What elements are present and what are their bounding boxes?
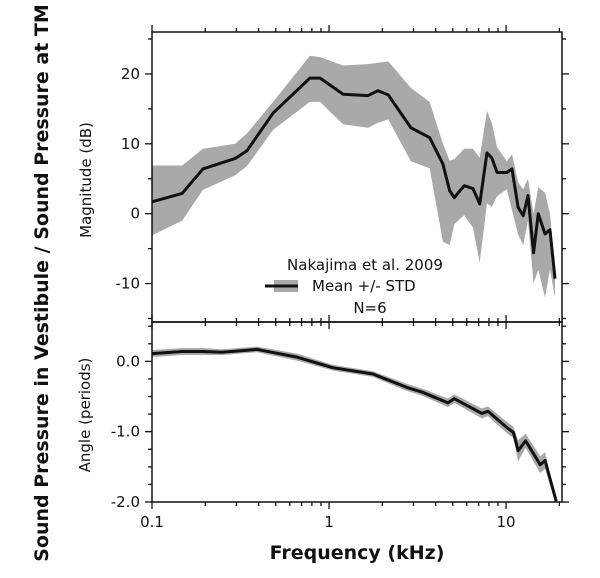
mean-line-magnitude (151, 76, 557, 279)
y-tick-label: -1.0 (111, 423, 140, 441)
y-tick-label: 20 (121, 65, 140, 83)
x-tick-label: 10 (497, 513, 516, 531)
x-axis-label: Frequency (kHz) (270, 542, 445, 564)
x-tick-label: 1 (324, 513, 334, 531)
legend-label: Mean +/- STD (312, 277, 416, 295)
y-tick-label: 10 (121, 135, 140, 153)
y-axis-label-angle: Angle (periods) (76, 358, 94, 473)
legend-note: N=6 (353, 299, 386, 317)
x-tick-label: 0.1 (140, 513, 164, 531)
y-tick-label: 0.0 (116, 352, 140, 370)
legend-title: Nakajima et al. 2009 (287, 256, 443, 274)
y-tick-label: -2.0 (111, 493, 140, 511)
y-tick-label: 0 (130, 205, 140, 223)
std-band-magnitude (152, 55, 556, 298)
y-tick-label: -10 (116, 275, 141, 293)
y-axis-label-magnitude: Magnitude (dB) (77, 122, 95, 238)
outer-y-axis-label: Sound Pressure in Vestibule / Sound Pres… (31, 4, 53, 562)
plot-frame-angle (151, 321, 563, 503)
mean-line-angle (151, 347, 558, 502)
